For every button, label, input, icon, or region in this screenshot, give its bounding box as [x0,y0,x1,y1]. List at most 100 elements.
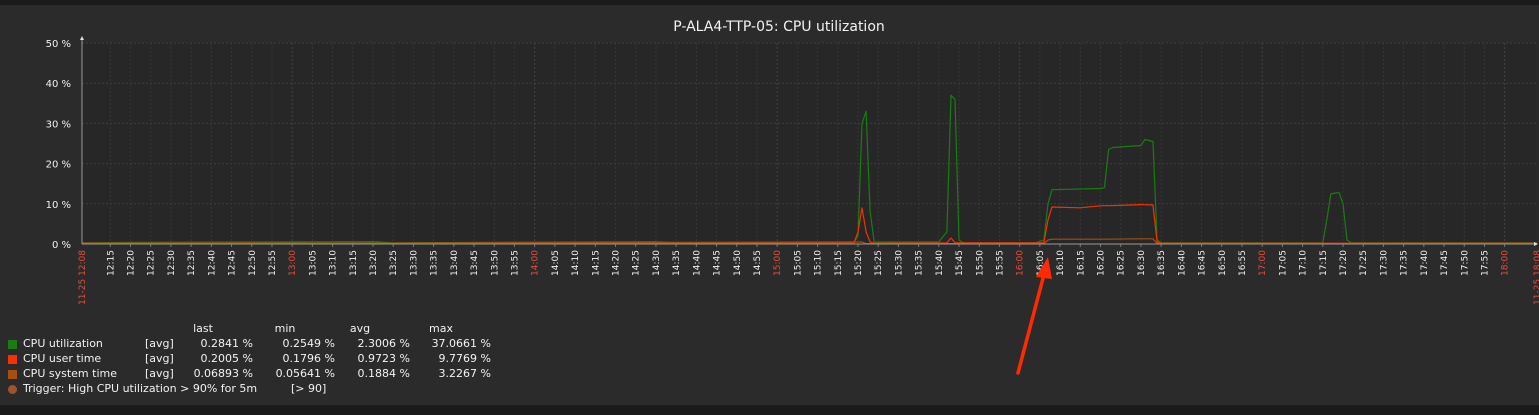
series-line-cpu-user-time [81,204,1537,244]
y-tick-label: 30 % [46,119,71,130]
x-tick-label: 17:35 [1400,250,1410,276]
x-tick-label: 16:25 [1117,250,1127,276]
x-tick-label: 14:10 [571,250,581,276]
x-tick-label: 12:55 [268,250,278,276]
x-tick-label: 13:00 [288,250,298,276]
legend-item-avg: 2.3006 % [357,337,410,350]
x-tick-label: 16:40 [1177,250,1187,276]
x-tick-label: 13:40 [450,250,460,276]
red-arrow-annotation [1016,257,1052,375]
legend-item-min: 0.05641 % [275,367,335,380]
x-axis-arrow [1534,242,1538,246]
series-layer [81,94,1538,245]
legend-item-max: 37.0661 % [431,337,491,350]
x-tick-label: 15:30 [894,250,904,276]
y-tick-label: 0 % [52,240,71,251]
x-tick-label: 15:20 [854,250,864,276]
x-tick-label: 15:35 [915,250,925,276]
legend-header-max: max [429,322,453,335]
legend-header-avg: avg [349,322,371,335]
x-tick-label: 12:30 [167,250,177,276]
x-tick-label: 13:20 [369,250,379,276]
x-tick-label: 13:55 [510,250,520,276]
legend-item-avg: 0.1884 % [357,367,410,380]
x-tick-label: 18:00 [1501,250,1511,276]
x-tick-label: 13:10 [329,250,339,276]
x-tick-label: 16:10 [1056,250,1066,276]
x-tick-label: 16:05 [1036,250,1046,276]
x-tick-label: 14:35 [672,250,682,276]
x-tick-label: 15:05 [793,250,803,276]
x-tick-label: 14:40 [692,250,702,276]
trigger-label: Trigger: High CPU utilization > 90% for … [23,382,258,395]
x-tick-label: 16:00 [1016,250,1026,276]
x-tick-label: 13:25 [389,250,399,276]
x-tick-label: 14:55 [753,250,763,276]
bottom-border [0,405,1539,415]
grid [82,42,1537,245]
x-tick-label: 16:30 [1137,250,1147,276]
legend-swatch [8,340,17,349]
legend-item-min: 0.1796 % [282,352,335,365]
axes [80,36,1538,247]
x-tick-label: 12:15 [106,250,116,276]
x-tick-label: 15:10 [814,250,824,276]
x-tick-label: 14:45 [713,250,723,276]
x-tick-label: 14:25 [632,250,642,276]
legend-swatch [8,355,17,364]
x-tick-label: 16:20 [1097,250,1107,276]
x-axis-labels: 12:15 12:20 12:25 12:30 12:35 12:40 12:45 12:50… [78,250,1539,305]
cpu-utilization-graph: P-ALA4-TTP-05: CPU utilization 12:15 12:2… [0,5,1539,405]
trigger-value: [> 90] [291,382,327,395]
x-tick-label: 13:50 [490,250,500,276]
x-tick-label: 15:50 [975,250,985,276]
x-tick-label: 12:20 [127,250,137,276]
legend-item-function: [avg] [145,367,174,380]
y-tick-label: 50 % [46,39,71,50]
legend-item-name: CPU system time [23,367,117,380]
x-tick-label: 15:40 [935,250,945,276]
x-tick-label: 13:30 [409,250,419,276]
x-tick-label: 12:40 [207,250,217,276]
x-tick-label: 12:50 [248,250,258,276]
x-tick-label: 17:15 [1319,250,1329,276]
x-endpoint-label: 11-25 12:08 [78,250,88,305]
chart-title: P-ALA4-TTP-05: CPU utilization [673,19,885,35]
legend-item-function: [avg] [145,352,174,365]
x-tick-label: 17:40 [1420,250,1430,276]
x-tick-label: 17:00 [1258,250,1268,276]
x-tick-label: 14:05 [551,250,561,276]
legend-item-last: 0.2005 % [200,352,253,365]
x-tick-label: 14:00 [531,250,541,276]
y-axis-arrow [80,36,84,40]
x-tick-label: 17:05 [1278,250,1288,276]
legend-item-last: 0.06893 % [193,367,253,380]
x-tick-label: 15:55 [995,250,1005,276]
legend-item-avg: 0.9723 % [357,352,410,365]
series-line-cpu-system-time [81,238,1538,245]
legend-swatch [8,370,17,379]
x-tick-label: 12:25 [147,250,157,276]
x-tick-label: 17:50 [1460,250,1470,276]
legend-item-max: 3.2267 % [438,367,491,380]
x-tick-label: 17:45 [1440,250,1450,276]
x-tick-label: 16:15 [1076,250,1086,276]
legend-item-name: CPU utilization [23,337,103,350]
y-tick-label: 40 % [46,79,71,90]
plot-area [82,43,1537,244]
x-tick-label: 15:15 [834,250,844,276]
trigger-icon [8,385,17,394]
x-tick-label: 17:20 [1339,250,1349,276]
y-axis-labels: 0 % 10 % 20 % 30 % 40 % 50 % [46,39,71,251]
y-tick-label: 10 % [46,200,71,211]
arrow-head [1035,257,1052,279]
arrow-shaft [1016,269,1047,375]
legend-item-name: CPU user time [23,352,102,365]
legend-header-last: last [193,322,213,335]
x-tick-label: 16:35 [1157,250,1167,276]
x-tick-label: 12:35 [187,250,197,276]
x-tick-label: 14:50 [733,250,743,276]
legend-item-max: 9.7769 % [438,352,491,365]
x-tick-label: 12:45 [228,250,238,276]
x-tick-label: 15:25 [874,250,884,276]
